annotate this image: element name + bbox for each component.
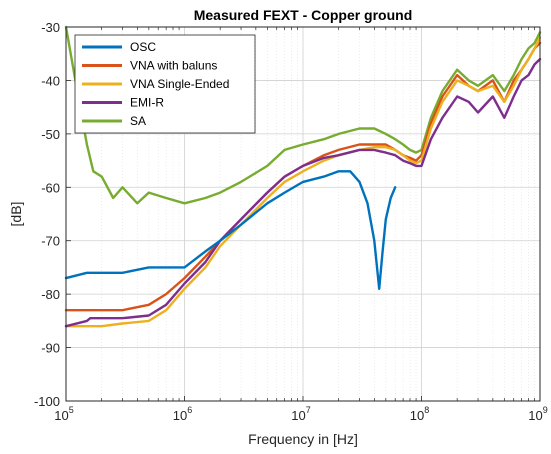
x-tick-label: 105 — [54, 405, 73, 423]
x-tick-label: 106 — [173, 405, 192, 423]
y-tick-label: -30 — [41, 20, 60, 35]
ticks: 105 106 107 108 109 -100 -90 -80 -70 -60 -50 -40 -30 — [34, 20, 548, 423]
y-tick-label: -50 — [41, 127, 60, 142]
x-tick-label: 109 — [528, 405, 547, 423]
legend: OSC VNA with baluns VNA Single-Ended EMI-R S… — [74, 34, 256, 134]
series-line-osc — [64, 170, 397, 290]
x-axis-label: Frequency in [Hz] — [248, 431, 358, 447]
y-tick-label: -40 — [41, 73, 60, 88]
x-tick-label: 107 — [291, 405, 310, 423]
y-tick-label: -90 — [41, 341, 60, 356]
y-tick-label: -80 — [41, 287, 60, 302]
legend-entry: EMI-R — [130, 96, 164, 110]
legend-entry: OSC — [130, 40, 156, 54]
series-line-emi-r — [64, 57, 542, 328]
series-group — [64, 25, 542, 328]
x-tick-label: 108 — [410, 405, 429, 423]
y-tick-label: -70 — [41, 234, 60, 249]
y-axis-label: [dB] — [8, 202, 24, 227]
series-line-vna-single-ended — [64, 36, 542, 328]
chart-title: Measured FEXT - Copper ground — [194, 7, 413, 23]
legend-entry: VNA with baluns — [130, 59, 217, 73]
legend-entry: VNA Single-Ended — [130, 77, 229, 91]
legend-entry: SA — [130, 114, 146, 128]
series-line-sa — [64, 25, 542, 205]
y-tick-label: -60 — [41, 180, 60, 195]
y-tick-label: -100 — [34, 394, 60, 409]
series-line-vna-with-baluns — [64, 41, 542, 312]
